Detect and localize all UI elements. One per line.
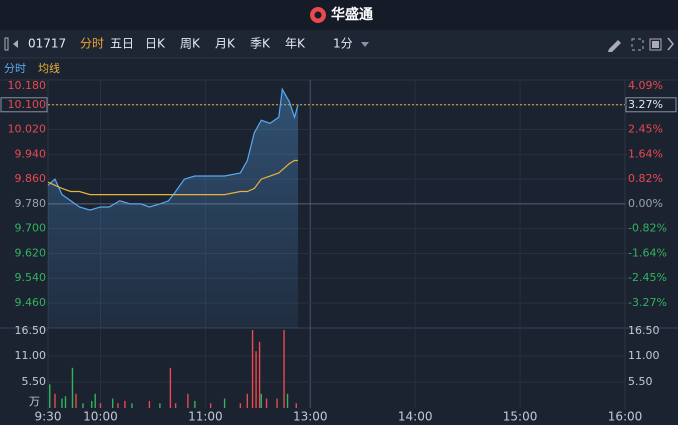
x-tick-label: 13:00 — [293, 410, 328, 424]
header-bar — [0, 0, 678, 30]
y-tick-label: 10.180 — [8, 79, 47, 92]
y2-tick-label: 0.82% — [628, 172, 663, 185]
y-tick-label: 9.620 — [15, 246, 47, 259]
volume-bar — [209, 403, 212, 408]
volume-bar — [54, 393, 56, 408]
volume-tick-label: 16.50 — [15, 324, 47, 337]
period-tab[interactable]: 月K — [215, 37, 236, 51]
y2-tick-label: -0.82% — [628, 222, 667, 235]
y2-tick-label: 4.09% — [628, 79, 663, 92]
volume-bar — [255, 351, 257, 408]
y2-tick-label: -1.64% — [628, 246, 667, 259]
y-tick-label: 9.940 — [15, 147, 47, 160]
x-tick-label: 16:00 — [608, 410, 643, 424]
logo-hole — [314, 11, 322, 19]
x-tick-label: 10:00 — [83, 410, 118, 424]
volume-bar — [111, 398, 114, 408]
y-tick-label: 9.780 — [15, 197, 47, 210]
volume-bar — [276, 398, 278, 408]
volume-bar — [71, 367, 74, 408]
volume-tick-label: 5.50 — [22, 375, 47, 388]
stock-code: 01717 — [28, 37, 66, 51]
period-tab[interactable]: 五日 — [110, 37, 134, 51]
volume-bar — [75, 393, 77, 408]
volume-bar — [283, 330, 285, 408]
volume-bar — [239, 403, 242, 408]
volume-bar — [64, 396, 67, 408]
period-tab[interactable]: 年K — [285, 37, 306, 51]
volume-bar — [246, 393, 249, 408]
volume-tick-label: 5.50 — [628, 375, 653, 388]
volume-bar — [159, 403, 161, 408]
app-title: 华盛通 — [331, 6, 373, 23]
volume-tick-label: 11.00 — [15, 349, 47, 362]
y-tick-label: 9.460 — [15, 296, 47, 309]
volume-bar — [295, 403, 297, 408]
average-line — [47, 159, 299, 196]
volume-bar — [286, 393, 289, 408]
y2-tick-label: 3.27% — [628, 98, 663, 111]
period-tab[interactable]: 分时 — [80, 37, 104, 51]
volume-bar — [124, 400, 126, 408]
volume-bar — [258, 341, 261, 408]
volume-bar — [94, 393, 96, 408]
volume-bar — [265, 398, 268, 408]
volume-bar — [117, 403, 119, 408]
volume-bar — [251, 330, 254, 408]
y-tick-label: 10.020 — [8, 123, 47, 136]
collapse-arrow — [13, 40, 18, 48]
expand-icon[interactable] — [631, 38, 644, 51]
period-tab[interactable]: 周K — [180, 37, 201, 51]
collapse-bar — [4, 37, 9, 51]
volume-bar — [260, 393, 263, 408]
dropdown-arrow[interactable] — [361, 42, 369, 47]
volume-bar — [49, 384, 51, 408]
volume-bar — [223, 398, 226, 408]
x-tick-label: 9:30 — [35, 410, 62, 424]
volume-unit: 万 — [29, 395, 40, 408]
y2-tick-label: 0.00% — [628, 197, 663, 210]
price-line — [47, 87, 299, 211]
toolbar — [0, 30, 678, 58]
y-tick-label: 9.540 — [15, 271, 47, 284]
y2-tick-label: 2.45% — [628, 123, 663, 136]
last-price-box — [0, 97, 48, 113]
legend-entry: 均线 — [38, 61, 60, 75]
volume-bar — [131, 403, 133, 408]
y2-tick-label: -3.27% — [628, 296, 667, 309]
y2-tick-label: -2.45% — [628, 271, 667, 284]
period-tab[interactable]: 日K — [145, 37, 166, 51]
volume-tick-label: 16.50 — [628, 324, 660, 337]
y-tick-label: 9.860 — [15, 172, 47, 185]
interval-selector[interactable]: 1分 — [333, 37, 353, 51]
x-tick-label: 14:00 — [398, 410, 433, 424]
settings-icon-inner — [652, 41, 659, 48]
y2-tick-label: 1.64% — [628, 147, 663, 160]
period-tab[interactable]: 季K — [250, 37, 271, 51]
volume-bar — [91, 400, 93, 408]
next-icon[interactable] — [667, 37, 674, 51]
volume-bar — [61, 398, 63, 408]
volume-bar — [174, 403, 177, 408]
settings-icon[interactable] — [649, 38, 662, 51]
collapse-icon[interactable] — [4, 37, 18, 51]
draw-icon[interactable] — [608, 40, 621, 52]
volume-bar — [187, 393, 189, 408]
volume-tick-label: 11.00 — [628, 349, 660, 362]
price-area — [48, 89, 299, 329]
y-tick-label: 9.700 — [15, 222, 47, 235]
volume-bar — [169, 367, 172, 408]
volume-bar — [148, 400, 151, 408]
volume-bar — [82, 403, 84, 408]
x-tick-label: 15:00 — [503, 410, 538, 424]
volume-bar — [194, 400, 196, 408]
legend-entry: 分时 — [4, 62, 26, 75]
x-tick-label: 11:00 — [188, 410, 223, 424]
y-tick-label: 10.100 — [8, 98, 47, 111]
volume-bar — [99, 403, 102, 408]
